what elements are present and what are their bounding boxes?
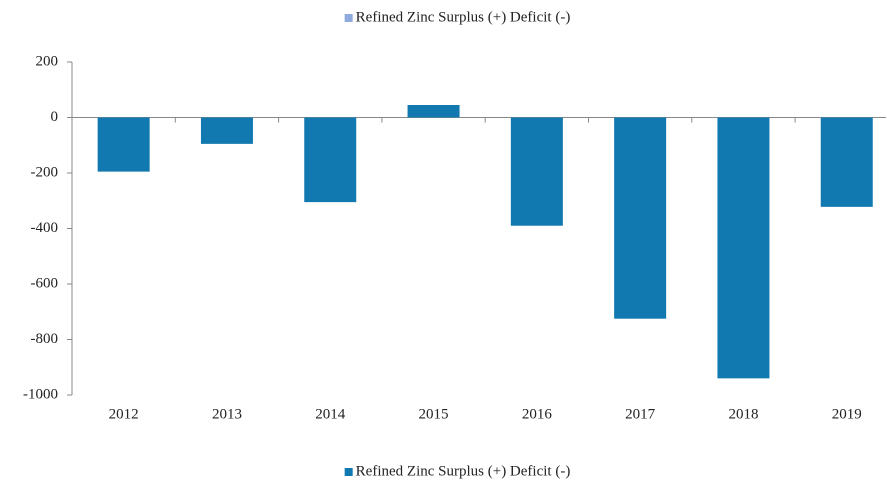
bar (200, 117, 253, 144)
bar (97, 117, 150, 172)
x-tick-label: 2015 (419, 406, 449, 422)
bar (717, 117, 770, 379)
legend-swatch (344, 14, 353, 22)
y-tick-label: -600 (31, 275, 59, 291)
x-tick-label: 2018 (728, 406, 758, 422)
y-tick-label: -200 (31, 164, 59, 180)
y-tick-label: 0 (51, 109, 59, 125)
x-tick-label: 2016 (522, 406, 553, 422)
legend-swatch (344, 468, 353, 476)
x-tick-label: 2019 (832, 406, 862, 422)
y-tick-label: -1000 (23, 386, 58, 402)
legend-label: Refined Zinc Surplus (+) Deficit (-) (356, 463, 571, 479)
bar (614, 117, 667, 319)
bar (820, 117, 873, 207)
y-tick-label: -800 (31, 331, 59, 347)
x-tick-label: 2012 (109, 406, 139, 422)
y-tick-label: 200 (36, 53, 59, 69)
x-tick-label: 2013 (212, 406, 242, 422)
legend-label: Refined Zinc Surplus (+) Deficit (-) (356, 9, 571, 25)
bar (304, 117, 357, 203)
bar (510, 117, 563, 226)
bar (407, 105, 460, 118)
x-tick-label: 2014 (315, 406, 346, 422)
y-tick-label: -400 (31, 220, 59, 236)
x-tick-label: 2017 (625, 406, 656, 422)
